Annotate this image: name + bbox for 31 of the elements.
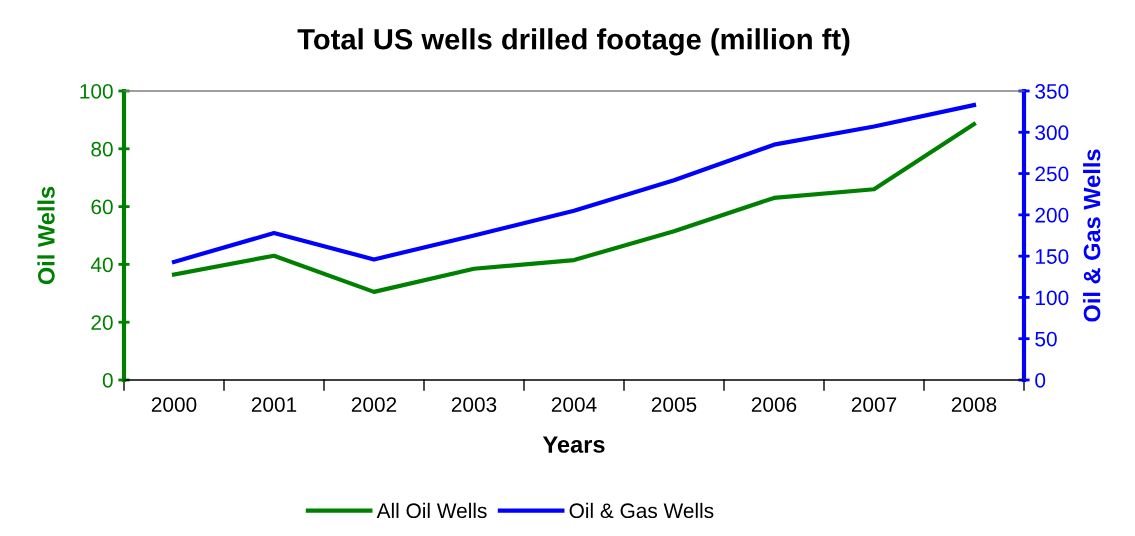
y2-tick-label: 250 — [1035, 166, 1069, 182]
x-tick-label: 2004 — [551, 397, 597, 412]
chart-title: Total US wells drilled footage (million ft) — [297, 28, 850, 56]
y-tick-label: 20 — [91, 315, 113, 330]
y-tick-label: 100 — [80, 84, 113, 99]
x-tick-label: 2002 — [351, 397, 397, 412]
y2-tick-label: 150 — [1036, 249, 1069, 264]
y-tick-label: 60 — [91, 199, 113, 215]
y-axis-title: Oil Wells — [37, 186, 55, 285]
x-tick-label: 2001 — [251, 397, 297, 412]
legend-label: All Oil Wells — [376, 502, 487, 519]
y2-axis-title: Oil & Gas Wells — [1083, 149, 1101, 322]
y2-tick-label: 350 — [1035, 84, 1069, 99]
y-tick-label: 40 — [90, 257, 113, 273]
x-tick-label: 2007 — [851, 397, 897, 412]
y-tick-label: 0 — [102, 373, 113, 388]
line-series — [171, 122, 977, 294]
x-tick-label: 2005 — [651, 397, 697, 412]
x-tick-label: 2003 — [451, 397, 497, 412]
y2-tick-label: 50 — [1035, 331, 1057, 347]
x-axis-title: Years — [542, 436, 605, 453]
y-tick-label: 80 — [91, 141, 113, 157]
line-series — [171, 102, 977, 265]
x-tick-label: 2000 — [151, 397, 197, 412]
y2-tick-label: 100 — [1036, 290, 1069, 306]
x-tick-label: 2006 — [751, 397, 797, 412]
legend-label: Oil & Gas Wells — [569, 502, 714, 519]
y2-tick-label: 0 — [1035, 373, 1046, 388]
y2-tick-label: 300 — [1035, 125, 1069, 141]
y2-tick-label: 200 — [1035, 207, 1069, 223]
x-tick-label: 2008 — [951, 397, 997, 412]
